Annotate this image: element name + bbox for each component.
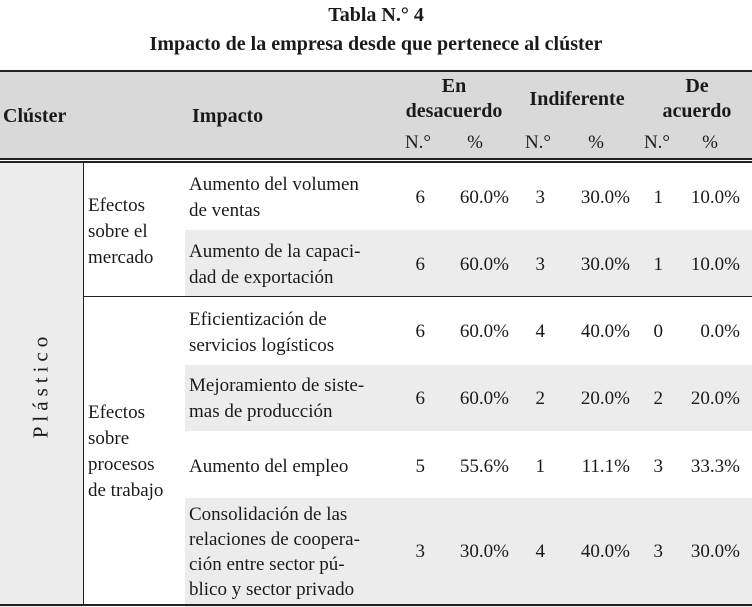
value-cell: 5 <box>415 456 426 477</box>
impact-text: Mejoramiento de siste- <box>189 375 365 396</box>
value-cell: 60.0% <box>459 388 509 409</box>
header-n-indiferente: N.° <box>524 132 552 153</box>
value-cell: 3 <box>653 541 664 562</box>
value-cell: 3 <box>415 541 426 562</box>
value-cell: 10.0% <box>690 187 740 208</box>
value-cell: 3 <box>535 254 546 275</box>
cluster-column-band <box>0 163 83 607</box>
value-cell: 0.0% <box>700 321 740 342</box>
value-cell: 40.0% <box>580 321 630 342</box>
value-cell: 11.1% <box>581 456 630 477</box>
value-cell: 1 <box>535 456 546 477</box>
bottom-rule <box>0 604 752 606</box>
value-cell: 0 <box>653 321 664 342</box>
value-cell: 2 <box>535 388 546 409</box>
impact-text: ción entre sector pú- <box>189 554 345 575</box>
value-cell: 6 <box>415 254 426 275</box>
section-label-line: procesos <box>88 454 155 475</box>
header-n-desacuerdo: N.° <box>404 132 432 153</box>
row-shade <box>185 498 752 607</box>
section-label-line: Efectos <box>88 402 145 423</box>
section-label-line: Efectos <box>88 195 145 216</box>
table-subtitle: Impacto de la empresa desde que pertenec… <box>149 33 603 55</box>
impact-text: Aumento del volumen <box>189 174 359 195</box>
header-acuerdo-line2: acuerdo <box>662 100 732 122</box>
header-cluster: Clúster <box>3 105 67 127</box>
value-cell: 6 <box>415 321 426 342</box>
header-pct-indiferente: % <box>588 132 604 153</box>
header-acuerdo-line1: De <box>685 75 709 97</box>
header-desacuerdo-line1: En <box>441 75 467 97</box>
impact-text: mas de producción <box>189 401 333 422</box>
impact-text: Eficientización de <box>189 309 327 330</box>
row-shade <box>185 365 752 431</box>
value-cell: 30.0% <box>690 541 740 562</box>
impact-text: relaciones de coopera- <box>189 529 360 550</box>
impact-text: dad de exportación <box>189 267 334 288</box>
impact-text: Aumento del empleo <box>189 456 349 477</box>
impact-text: Aumento de la capaci- <box>189 241 361 262</box>
header-desacuerdo-line2: desacuerdo <box>405 100 503 122</box>
impact-text: de ventas <box>189 200 261 221</box>
value-cell: 60.0% <box>459 187 509 208</box>
impact-text: servicios logísticos <box>189 335 335 356</box>
table-title: Tabla N.° 4 <box>328 4 424 26</box>
section-label-line: sobre el <box>88 221 148 242</box>
value-cell: 55.6% <box>459 456 509 477</box>
value-cell: 3 <box>535 187 546 208</box>
value-cell: 20.0% <box>580 388 630 409</box>
header-rule <box>0 158 752 160</box>
section-divider <box>83 296 752 297</box>
header-rule-2 <box>0 161 752 163</box>
value-cell: 60.0% <box>459 254 509 275</box>
value-cell: 40.0% <box>580 541 630 562</box>
value-cell: 2 <box>653 388 664 409</box>
value-cell: 1 <box>653 187 664 208</box>
value-cell: 6 <box>415 187 426 208</box>
value-cell: 20.0% <box>690 388 740 409</box>
value-cell: 4 <box>535 541 546 562</box>
top-rule <box>0 70 752 72</box>
header-pct-desacuerdo: % <box>467 132 483 153</box>
value-cell: 30.0% <box>580 254 630 275</box>
value-cell: 60.0% <box>459 321 509 342</box>
section-label-line: mercado <box>88 247 154 268</box>
value-cell: 33.3% <box>690 456 740 477</box>
header-indiferente: Indiferente <box>529 88 625 110</box>
header-pct-acuerdo: % <box>702 132 718 153</box>
impact-text: Consolidación de las <box>189 504 348 525</box>
value-cell: 6 <box>415 388 426 409</box>
value-cell: 10.0% <box>690 254 740 275</box>
value-cell: 1 <box>653 254 664 275</box>
value-cell: 4 <box>535 321 546 342</box>
row-shade <box>185 230 752 296</box>
header-n-acuerdo: N.° <box>643 132 671 153</box>
value-cell: 3 <box>653 456 664 477</box>
section-label-line: de trabajo <box>88 480 164 501</box>
impact-text: blico y sector privado <box>189 579 355 600</box>
value-cell: 30.0% <box>459 541 509 562</box>
value-cell: 30.0% <box>580 187 630 208</box>
header-impacto: Impacto <box>192 105 264 127</box>
cluster-divider <box>83 163 84 604</box>
section-label-line: sobre <box>88 428 130 449</box>
header-background <box>0 72 752 158</box>
cluster-label: Plástico <box>28 331 53 439</box>
